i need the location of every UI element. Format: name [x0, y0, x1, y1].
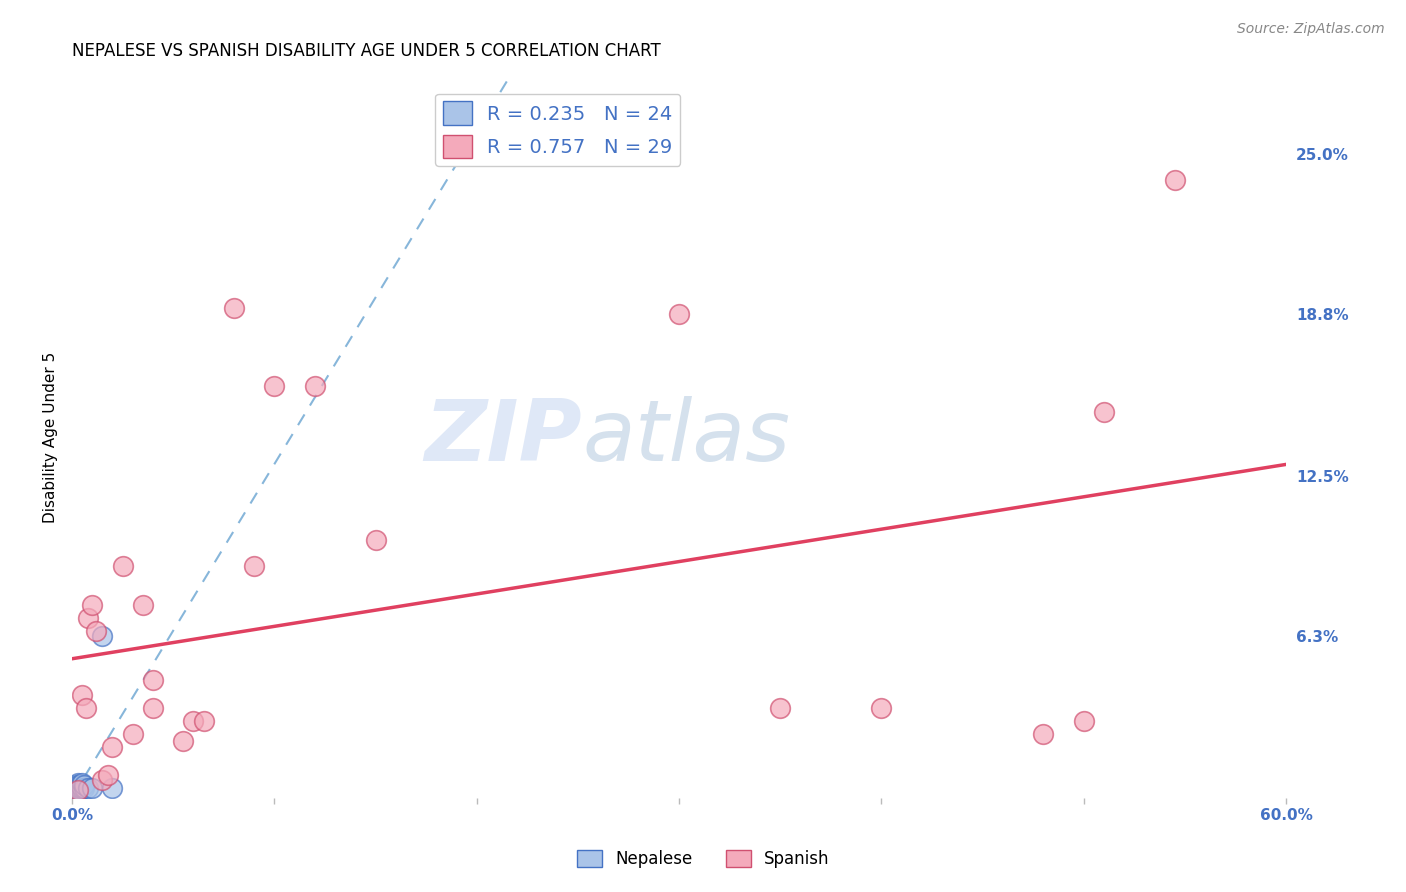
Point — [82, 598, 104, 612]
Point — [1032, 726, 1054, 740]
Point — [243, 559, 266, 574]
Point — [69, 783, 91, 797]
Point — [183, 714, 205, 728]
Y-axis label: Disability Age Under 5: Disability Age Under 5 — [44, 351, 58, 523]
Point — [63, 780, 86, 795]
Legend: Nepalese, Spanish: Nepalese, Spanish — [569, 843, 837, 875]
Point — [142, 673, 165, 687]
Point — [668, 307, 690, 321]
Point — [84, 624, 107, 638]
Point — [263, 379, 285, 393]
Text: Source: ZipAtlas.com: Source: ZipAtlas.com — [1237, 22, 1385, 37]
Point — [77, 610, 100, 624]
Point — [1164, 172, 1187, 186]
Point — [304, 379, 326, 393]
Point — [1092, 404, 1115, 418]
Point — [91, 629, 114, 643]
Point — [65, 778, 87, 792]
Point — [67, 780, 90, 795]
Point — [65, 786, 87, 800]
Point — [73, 778, 96, 792]
Point — [65, 783, 87, 797]
Point — [142, 701, 165, 715]
Legend: R = 0.235   N = 24, R = 0.757   N = 29: R = 0.235 N = 24, R = 0.757 N = 29 — [434, 94, 681, 166]
Point — [63, 786, 86, 800]
Point — [67, 775, 90, 789]
Point — [63, 783, 86, 797]
Point — [70, 775, 93, 789]
Point — [70, 780, 93, 795]
Point — [77, 780, 100, 795]
Point — [67, 778, 90, 792]
Point — [91, 772, 114, 787]
Point — [73, 780, 96, 795]
Point — [65, 780, 87, 795]
Point — [97, 768, 120, 782]
Point — [193, 714, 215, 728]
Point — [65, 780, 87, 795]
Point — [101, 739, 124, 754]
Text: NEPALESE VS SPANISH DISABILITY AGE UNDER 5 CORRELATION CHART: NEPALESE VS SPANISH DISABILITY AGE UNDER… — [72, 42, 661, 60]
Point — [111, 559, 134, 574]
Text: ZIP: ZIP — [425, 396, 582, 479]
Point — [769, 701, 792, 715]
Point — [121, 726, 143, 740]
Point — [75, 701, 97, 715]
Point — [132, 598, 155, 612]
Point — [69, 778, 91, 792]
Text: atlas: atlas — [582, 396, 790, 479]
Point — [70, 688, 93, 702]
Point — [1073, 714, 1095, 728]
Point — [67, 783, 90, 797]
Point — [870, 701, 893, 715]
Point — [69, 780, 91, 795]
Point — [172, 734, 194, 748]
Point — [101, 780, 124, 795]
Point — [67, 778, 90, 792]
Point — [67, 783, 90, 797]
Point — [222, 301, 245, 316]
Point — [364, 533, 387, 548]
Point — [82, 780, 104, 795]
